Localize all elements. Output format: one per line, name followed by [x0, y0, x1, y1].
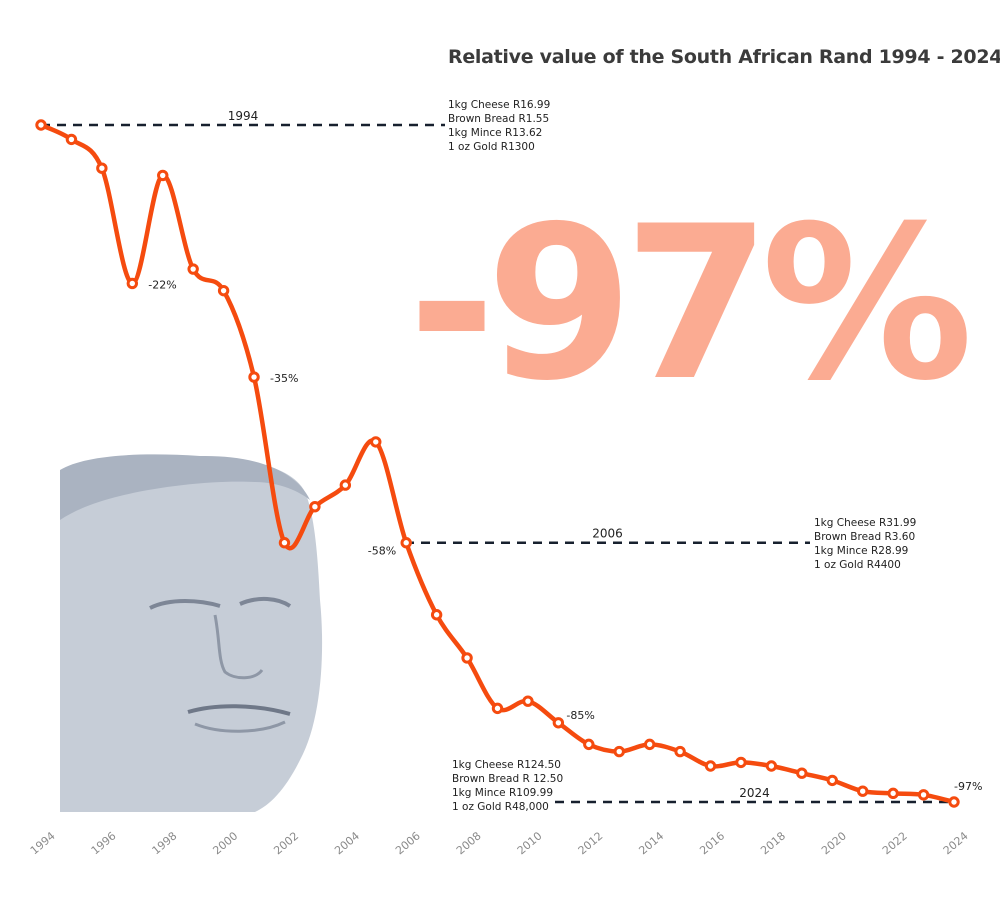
price-mince-2006: 1kg Mince R28.99	[814, 545, 909, 557]
price-bread-1994: Brown Bread R1.55	[448, 113, 550, 125]
data-point-2000	[217, 284, 230, 297]
x-tick-label-2004: 2004	[332, 829, 362, 857]
data-point-2007	[430, 609, 443, 621]
data-point-2022	[887, 787, 899, 800]
annotation-2001: -35%	[270, 372, 298, 385]
x-tick-label-2012: 2012	[576, 829, 606, 857]
reference-label-2006: 2006	[592, 527, 623, 541]
reference-label-1994: 1994	[228, 109, 259, 123]
x-tick-label-2016: 2016	[697, 829, 727, 857]
reference-label-2024: 2024	[739, 786, 770, 800]
price-cheese-2024: 1kg Cheese R124.50	[452, 759, 561, 771]
x-tick-label-2020: 2020	[819, 829, 849, 857]
price-cheese-2006: 1kg Cheese R31.99	[814, 517, 917, 529]
data-point-1995	[65, 133, 78, 146]
x-tick-label-1996: 1996	[89, 829, 119, 857]
headline-percentage: -97%	[408, 180, 973, 427]
data-point-2012	[583, 738, 595, 751]
price-mince-2024: 1kg Mince R109.99	[452, 787, 554, 799]
data-point-2023	[917, 789, 930, 801]
data-point-2002	[278, 537, 291, 549]
data-point-2018	[765, 760, 778, 772]
data-point-1998	[157, 169, 169, 182]
data-point-2019	[796, 767, 808, 779]
chart-title: Relative value of the South African Rand…	[448, 46, 1000, 68]
x-tick-label-2014: 2014	[637, 829, 667, 857]
data-point-2003	[309, 501, 321, 513]
x-tick-label-2024: 2024	[941, 829, 971, 857]
data-point-2009	[491, 702, 504, 715]
data-point-2014	[643, 738, 656, 751]
data-point-2015	[674, 745, 686, 758]
data-point-2013	[613, 745, 625, 758]
data-point-1996	[96, 162, 108, 174]
data-point-2024	[948, 796, 960, 808]
price-gold-2006: 1 oz Gold R4400	[814, 559, 901, 571]
data-point-2016	[704, 760, 717, 772]
x-tick-label-1998: 1998	[150, 829, 180, 857]
x-tick-label-2022: 2022	[880, 829, 910, 857]
x-tick-label-2018: 2018	[758, 829, 788, 857]
x-tick-label-1994: 1994	[28, 829, 58, 857]
prices-1994-note: 1kg Cheese R16.99 Brown Bread R1.55 1kg …	[448, 98, 550, 154]
data-point-2005	[370, 436, 382, 448]
price-bread-2006: Brown Bread R3.60	[814, 531, 916, 543]
x-tick-label-2006: 2006	[393, 829, 423, 857]
data-point-2017	[735, 756, 747, 769]
annotation-1997: -22%	[148, 278, 176, 291]
price-gold-1994: 1 oz Gold R1300	[448, 141, 535, 153]
data-point-2020	[826, 774, 838, 787]
data-point-2008	[461, 652, 473, 664]
data-point-1994	[35, 119, 47, 131]
data-point-2021	[857, 785, 869, 797]
annotation-2006: -58%	[368, 545, 396, 558]
x-tick-label-2002: 2002	[271, 829, 301, 857]
rand-value-series-line	[38, 122, 957, 805]
data-point-1997	[126, 277, 139, 290]
mandela-portrait-illustration	[60, 454, 323, 812]
prices-2006-note: 1kg Cheese R31.99 Brown Bread R3.60 1kg …	[814, 516, 916, 572]
data-point-2006	[400, 537, 412, 549]
x-tick-label-2010: 2010	[515, 829, 545, 857]
price-bread-2024: Brown Bread R 12.50	[452, 773, 564, 785]
prices-2024-note: 1kg Cheese R124.50 Brown Bread R 12.50 1…	[452, 758, 563, 814]
data-point-2004	[339, 479, 352, 491]
price-cheese-1994: 1kg Cheese R16.99	[448, 99, 551, 111]
data-point-2010	[522, 695, 534, 707]
x-tick-label-2000: 2000	[210, 829, 240, 857]
annotation-2024: -97%	[954, 780, 982, 793]
x-tick-label-2008: 2008	[454, 829, 484, 857]
price-mince-1994: 1kg Mince R13.62	[448, 127, 543, 139]
data-point-2001	[248, 371, 260, 383]
data-point-2011	[552, 717, 565, 729]
data-point-1999	[187, 263, 199, 275]
annotation-2011: -85%	[566, 709, 594, 722]
price-gold-2024: 1 oz Gold R48,000	[452, 801, 549, 813]
